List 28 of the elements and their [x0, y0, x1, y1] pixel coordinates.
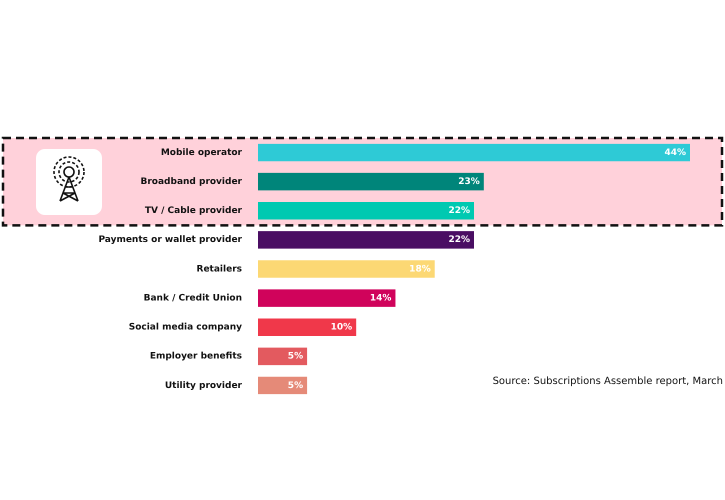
bar — [258, 144, 690, 162]
y-tick-label: Retailers — [196, 264, 242, 274]
y-tick-label: Utility provider — [164, 380, 243, 391]
data-label: 22% — [448, 206, 470, 216]
y-tick-label: Employer benefits — [150, 352, 242, 362]
y-tick-label: Broadband provider — [140, 177, 243, 188]
data-label: 22% — [448, 235, 470, 246]
y-tick-label: TV / Cable provider — [144, 206, 243, 216]
data-label: 14% — [370, 293, 392, 304]
data-label: 10% — [330, 322, 352, 333]
bar — [258, 202, 474, 220]
data-label: 5% — [288, 352, 304, 362]
bar — [258, 289, 396, 307]
y-tick-label: Mobile operator — [160, 148, 243, 158]
data-label: 23% — [458, 177, 480, 188]
bar — [258, 376, 308, 394]
y-tick-label: Payments or wallet provider — [98, 235, 243, 246]
data-label: 18% — [409, 264, 431, 274]
data-label: 44% — [664, 148, 686, 158]
y-tick-label: Social media company — [128, 322, 242, 333]
data-label: 5% — [288, 380, 304, 391]
bar — [258, 260, 435, 278]
bar — [258, 318, 356, 336]
annotation: Source: Subscriptions Assemble report, March — [492, 376, 723, 387]
bar — [258, 231, 474, 249]
bar — [258, 348, 308, 366]
y-tick-label: Bank / Credit Union — [144, 293, 242, 304]
bar — [258, 172, 484, 190]
